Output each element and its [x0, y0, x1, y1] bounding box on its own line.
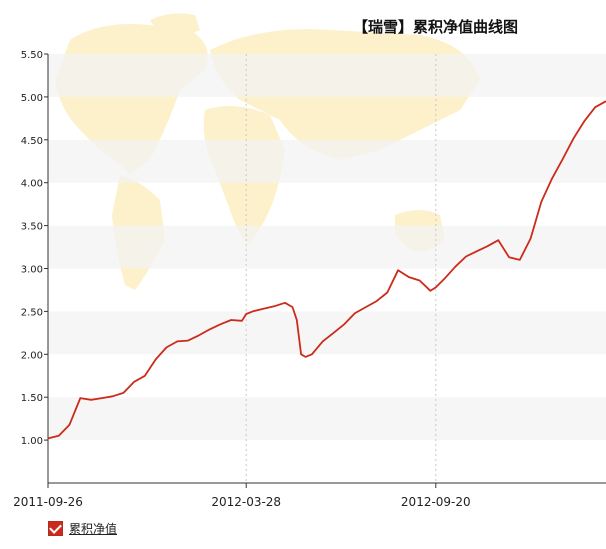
vertical-gridlines	[245, 54, 437, 483]
y-tick-label: 2.50	[21, 307, 43, 318]
series-line-nav	[47, 100, 606, 440]
background-band	[48, 397, 606, 441]
chart-title: 【瑞雪】累积净值曲线图	[353, 18, 519, 36]
axes	[44, 53, 606, 488]
background-band	[48, 225, 606, 269]
y-tick-label: 2.00	[21, 350, 43, 361]
y-tick-label: 3.00	[21, 265, 43, 276]
y-axis-tick-labels: 1.00 1.50 2.00 2.50 3.00 3.50 4.00 4.50 5.00 5.50	[21, 50, 43, 447]
background-bands	[48, 54, 606, 441]
x-tick-label: 2011-09-26	[13, 495, 83, 509]
x-axis-tick-labels: 2011-09-26 2012-03-28 2012-09-20	[13, 495, 471, 509]
y-tick-label: 4.50	[21, 136, 43, 147]
x-tick-label: 2012-09-20	[401, 495, 471, 509]
y-tick-label: 4.00	[21, 179, 43, 190]
y-tick-label: 3.50	[21, 222, 43, 233]
background-band	[48, 54, 606, 97]
x-tick-label: 2012-03-28	[211, 495, 281, 509]
legend-checkbox-icon[interactable]	[48, 521, 63, 536]
legend[interactable]: 累积净值	[48, 520, 117, 537]
y-tick-label: 1.00	[21, 436, 43, 447]
y-tick-label: 5.50	[21, 50, 43, 61]
y-tick-label: 1.50	[21, 393, 43, 404]
y-tick-label: 5.00	[21, 93, 43, 104]
legend-label[interactable]: 累积净值	[69, 522, 118, 536]
background-band	[48, 139, 606, 183]
background-band	[48, 311, 606, 355]
